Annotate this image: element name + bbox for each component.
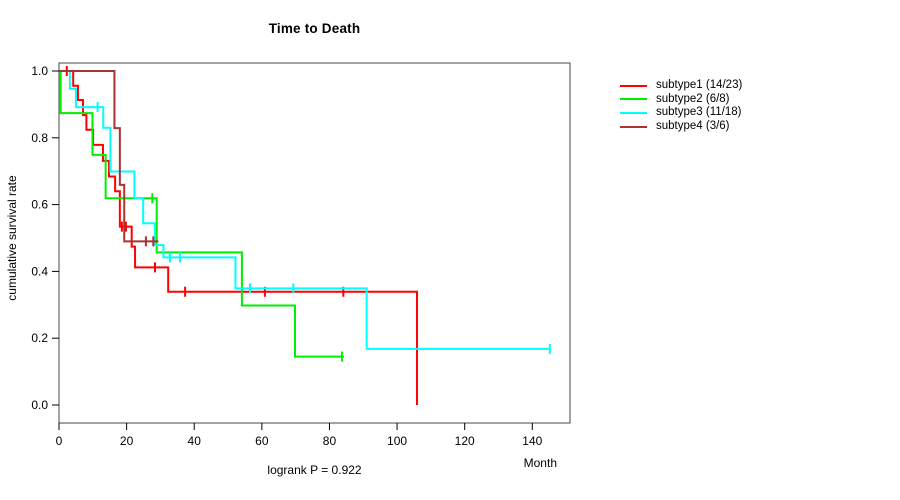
survival-curve-3 bbox=[59, 70, 550, 350]
y-tick-label: 0.2 bbox=[31, 331, 48, 345]
x-tick-label: 0 bbox=[56, 434, 63, 448]
survival-curve-1 bbox=[59, 70, 419, 405]
legend-line-swatch bbox=[620, 111, 647, 114]
y-tick-label: 0.6 bbox=[31, 198, 48, 212]
x-tick-label: 40 bbox=[188, 434, 202, 448]
logrank-pvalue-text: logrank P = 0.922 bbox=[267, 463, 362, 477]
x-tick-label: 120 bbox=[455, 434, 475, 448]
y-tick-label: 0.4 bbox=[31, 264, 48, 278]
y-axis-title: cumulative survival rate bbox=[5, 175, 19, 301]
y-tick-label: 0.8 bbox=[31, 131, 48, 145]
legend-item-subtype1: subtype1 (14/23) bbox=[620, 79, 742, 93]
legend-label: subtype4 (3/6) bbox=[656, 119, 730, 132]
legend: subtype1 (14/23) subtype2 (6/8) subtype3 (… bbox=[620, 79, 742, 133]
legend-line-swatch bbox=[620, 125, 647, 128]
legend-item-subtype2: subtype2 (6/8) bbox=[620, 93, 742, 107]
legend-item-subtype3: subtype3 (11/18) bbox=[620, 106, 742, 120]
survival-curve-2 bbox=[59, 70, 344, 358]
x-tick-label: 100 bbox=[387, 434, 407, 448]
legend-label: subtype1 (14/23) bbox=[656, 79, 743, 91]
x-tick-label: 140 bbox=[522, 434, 542, 448]
legend-line-swatch bbox=[620, 98, 647, 101]
x-tick-label: 20 bbox=[120, 434, 134, 448]
y-tick-label: 0.0 bbox=[31, 398, 48, 412]
plot-frame bbox=[58, 62, 571, 424]
legend-item-subtype4: subtype4 (3/6) bbox=[620, 120, 742, 134]
x-axis-title: Month bbox=[523, 456, 557, 470]
legend-label: subtype2 (6/8) bbox=[656, 92, 730, 105]
legend-line-swatch bbox=[620, 84, 647, 87]
x-tick-label: 80 bbox=[323, 434, 337, 448]
legend-label: subtype3 (11/18) bbox=[656, 106, 742, 119]
chart-title: Time to Death bbox=[268, 21, 361, 36]
x-tick-label: 60 bbox=[255, 434, 269, 448]
y-tick-label: 1.0 bbox=[31, 64, 48, 78]
survival-curve-4 bbox=[59, 70, 159, 243]
